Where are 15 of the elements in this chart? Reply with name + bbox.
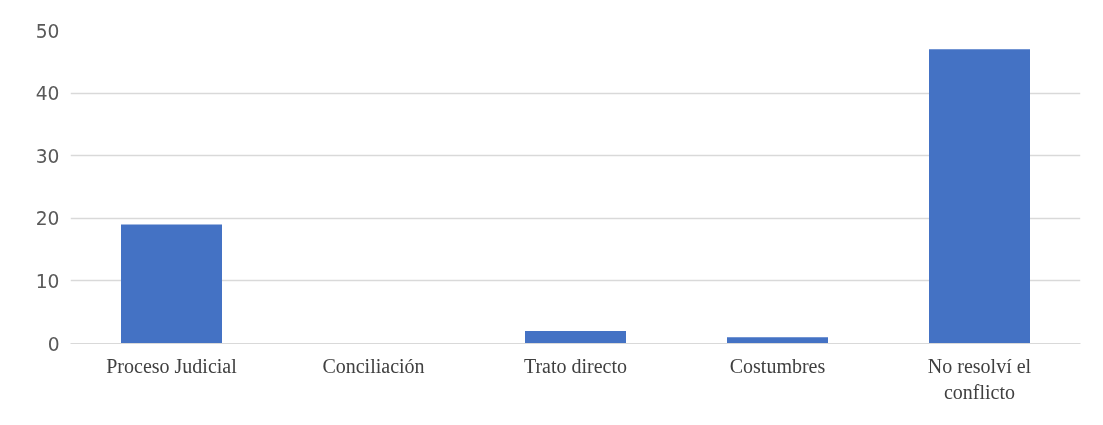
y-tick-label: 20 [35, 208, 60, 230]
bar [727, 337, 828, 344]
y-tick-label: 10 [35, 270, 60, 292]
y-tick-label: 30 [35, 145, 60, 167]
x-tick-label: No resolví el conflicto [927, 354, 1032, 403]
x-tick-label: Proceso Judicial [106, 354, 238, 377]
bar [929, 49, 1030, 344]
y-tick-label: 40 [35, 83, 60, 105]
bar [525, 330, 626, 344]
bar [121, 224, 222, 344]
y-tick-label: 0 [47, 333, 60, 355]
x-tick-label: Costumbres [729, 354, 826, 377]
x-tick-label: Conciliación [322, 354, 425, 377]
y-tick-label: 50 [35, 20, 60, 42]
x-tick-label: Trato directo [523, 354, 628, 377]
